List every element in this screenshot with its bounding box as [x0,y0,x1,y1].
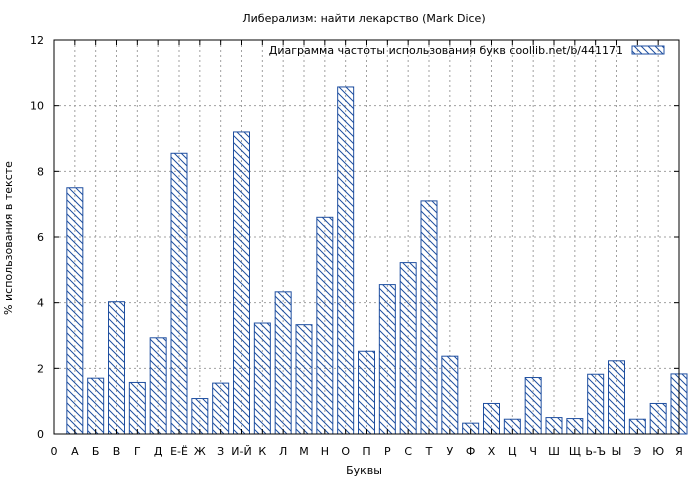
chart-title: Либерализм: найти лекарство (Mark Dice) [242,12,485,25]
y-tick-label: 2 [37,362,44,375]
y-tick-label: 12 [30,34,44,47]
y-tick-labels: 0 2 4 6 8 10 12 [30,34,44,441]
bar-П [358,350,375,435]
x-tick-label: Н [321,445,329,458]
x-tick-label: А [71,445,79,458]
bar-З [212,382,230,435]
bar-Р [378,284,396,435]
x-tick-label: Т [425,445,433,458]
bar-Ж [191,398,209,435]
y-axis-label: % использования в тексте [2,161,15,315]
x-tick-label: Е-Ё [170,445,188,458]
bar-Л [274,291,292,435]
bar-Б [87,377,105,435]
legend-swatch [631,45,665,55]
x-tick-label: Ц [508,445,517,458]
x-tick-label: П [362,445,370,458]
x-tick-label: Я [675,445,683,458]
bar-А [66,187,84,435]
x-tick-label: Ы [612,445,622,458]
x-tick-label: Ч [529,445,537,458]
x-tick-label: Ь-Ъ [585,445,606,458]
y-tick-label: 6 [37,231,44,244]
x-tick-label: Б [92,445,100,458]
axes [53,39,680,435]
x-tick-label: У [446,445,453,458]
x-tick-label: Ф [466,445,475,458]
x-tick-label: Р [384,445,391,458]
bar-Г [128,381,146,435]
legend-label: Диаграмма частоты использования букв coo… [269,44,623,57]
y-tick-label: 8 [37,165,44,178]
bar-В [108,301,125,435]
bar-М [295,324,313,435]
x-tick-label: З [217,445,224,458]
bar-Д [149,337,167,435]
x-tick-label: И-Й [231,445,251,458]
x-tick-label: 0 [51,445,58,458]
x-axis-label: Буквы [346,464,382,477]
bar-Т [420,200,438,435]
x-tick-label: Э [633,445,641,458]
x-tick-label: О [341,445,350,458]
bar-У [441,355,459,435]
y-tick-label: 4 [37,297,44,310]
x-tick-label: Х [488,445,496,458]
bar-К [253,322,271,435]
x-tick-labels: 0 А Б В Г Д Е-Ё Ж З И-Й К Л М Н О П Р С Т У Ф Х Ц Ч Ш Щ Ь-Ъ Ы Э Ю Я [51,445,683,458]
bar-Ь-Ъ [587,373,605,435]
bar-Ы [608,360,625,435]
x-tick-label: Д [154,445,163,458]
x-tick-label: С [404,445,412,458]
x-tick-label: Г [134,445,141,458]
x-tick-label: В [113,445,121,458]
bar-С [399,262,417,435]
bar-Н [316,216,334,435]
x-tick-label: Л [279,445,287,458]
bar-О [337,86,355,435]
x-tick-label: Ж [194,445,206,458]
y-tick-label: 10 [30,100,44,113]
bar-И-Й [233,131,250,435]
bar-Ч [524,377,542,435]
x-tick-label: М [299,445,309,458]
x-tick-label: Ш [548,445,560,458]
x-tick-label: К [258,445,266,458]
x-tick-label: Щ [569,445,581,458]
bars [66,86,688,435]
x-tick-label: Ю [652,445,664,458]
y-tick-label: 0 [37,428,44,441]
bar-Е-Ё [170,152,188,435]
plot-frame [53,39,680,435]
legend: Диаграмма частоты использования букв coo… [269,44,665,57]
